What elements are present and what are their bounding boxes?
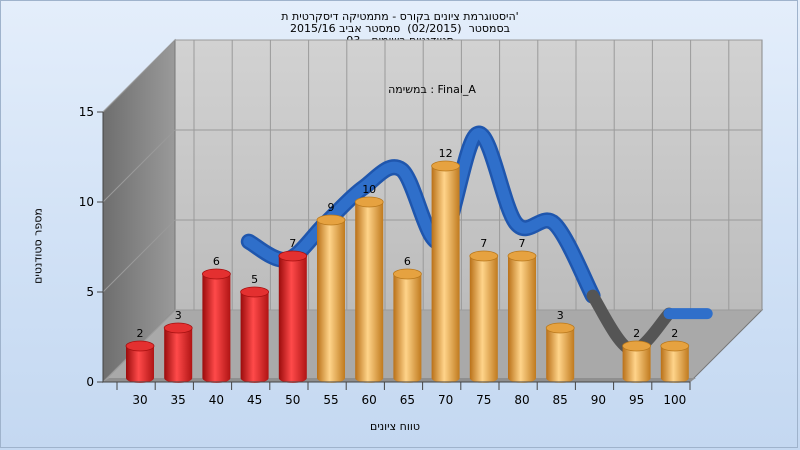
x-tick-label: 55 — [323, 393, 338, 407]
bar-cap — [278, 250, 308, 262]
y-tick-label: 10 — [79, 195, 94, 209]
data-label: 2 — [137, 327, 144, 340]
bar-cap — [392, 268, 422, 280]
bar-85 — [545, 322, 575, 383]
data-label: 7 — [519, 237, 526, 250]
y-tick-label: 0 — [86, 375, 94, 389]
x-tick-label: 35 — [171, 393, 186, 407]
bar-cap — [354, 196, 384, 208]
data-label: 12 — [439, 147, 453, 160]
y-tick-label: 5 — [86, 285, 94, 299]
data-label: 7 — [480, 237, 487, 250]
bar-cap — [163, 322, 193, 334]
grid-line-depth — [102, 39, 176, 113]
y-axis-title: מספר סטודנטים — [31, 208, 45, 284]
data-label: 5 — [251, 273, 258, 286]
bar-40 — [201, 268, 231, 383]
bar-95 — [622, 340, 651, 383]
bar-body — [469, 256, 498, 383]
x-tick-label: 70 — [438, 393, 453, 407]
data-label: 7 — [289, 237, 296, 250]
bar-cap — [660, 340, 690, 352]
data-label: 2 — [671, 327, 678, 340]
title-line-2: בסמסטר (02/2015) סמסטר אביב 2015/16 — [289, 22, 511, 35]
bar-45 — [240, 286, 270, 383]
bar-35 — [163, 322, 193, 383]
bar-100 — [660, 340, 690, 383]
bar-30 — [125, 340, 155, 383]
bar-body — [355, 202, 384, 383]
bar-body — [278, 256, 307, 383]
bar-cap — [431, 160, 461, 172]
x-tick-label: 75 — [476, 393, 491, 407]
bar-55 — [316, 214, 346, 383]
bar-cap — [125, 340, 155, 352]
bar-body — [202, 274, 231, 383]
data-label: 2 — [633, 327, 640, 340]
bar-80 — [507, 250, 537, 383]
bar-body — [240, 292, 269, 383]
data-label: 3 — [175, 309, 182, 322]
bar-65 — [392, 268, 422, 383]
bar-cap — [469, 250, 499, 262]
x-tick-label: 90 — [591, 393, 606, 407]
x-tick-label: 60 — [362, 393, 377, 407]
bar-body — [164, 328, 193, 383]
x-tick-label: 95 — [629, 393, 644, 407]
data-label: 3 — [557, 309, 564, 322]
x-tick-label: 100 — [663, 393, 686, 407]
data-label: 6 — [404, 255, 411, 268]
bar-body — [546, 328, 575, 383]
bar-body — [317, 220, 345, 383]
bar-body — [660, 346, 689, 383]
x-tick-label: 80 — [514, 393, 529, 407]
x-tick-label: 45 — [247, 393, 262, 407]
bar-body — [393, 274, 422, 383]
y-tick-label: 15 — [79, 105, 94, 119]
bar-cap — [507, 250, 537, 262]
bar-body — [431, 166, 460, 383]
data-label: 6 — [213, 255, 220, 268]
bar-cap — [316, 214, 346, 226]
bar-body — [622, 346, 651, 383]
x-tick-label: 85 — [553, 393, 568, 407]
x-axis-title: טווח ציונים — [370, 420, 420, 433]
title-line-1: היסטוגרמת ציונים בקורס - מתמטיקה דיסקרטי… — [281, 10, 519, 23]
bar-cap — [545, 322, 575, 334]
x-tick-label: 30 — [132, 393, 147, 407]
x-tick-label: 50 — [285, 393, 300, 407]
bar-60 — [354, 196, 384, 383]
grid-line-depth — [102, 219, 176, 293]
bar-cap — [240, 286, 270, 298]
bar-body — [126, 346, 154, 383]
x-tick-label: 65 — [400, 393, 415, 407]
bar-cap — [201, 268, 231, 280]
grid-line-depth — [102, 129, 176, 203]
bar-50 — [278, 250, 308, 383]
bar-cap — [622, 340, 651, 352]
inner-title: במשימה : Final_A — [388, 83, 476, 96]
bar-body — [508, 256, 536, 383]
data-label: 9 — [328, 201, 335, 214]
data-label: 10 — [362, 183, 376, 196]
x-tick-label: 40 — [209, 393, 224, 407]
bar-75 — [469, 250, 499, 383]
bar-70 — [431, 160, 461, 383]
